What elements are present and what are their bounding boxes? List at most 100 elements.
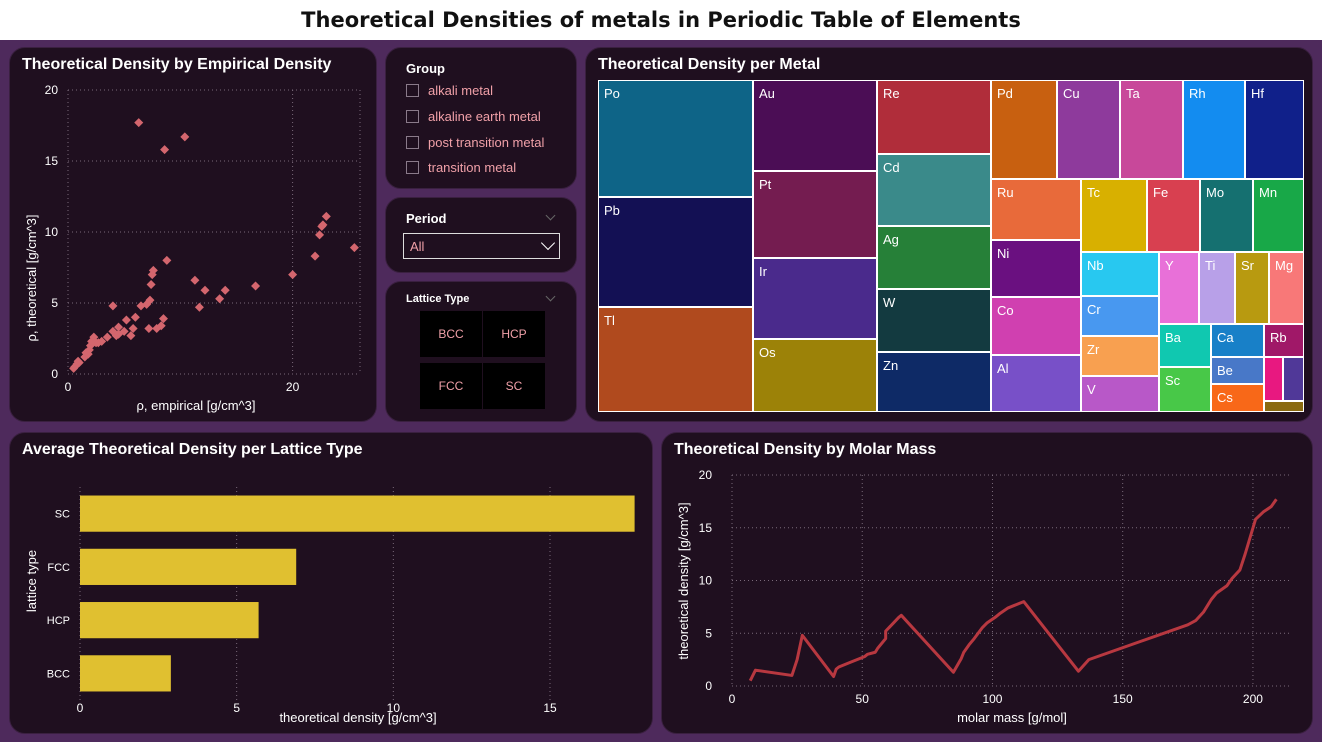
checkbox[interactable] [406, 136, 419, 149]
group-option-post-transition-metal[interactable]: post transition metal [406, 135, 544, 150]
treemap-cell-ca[interactable]: Ca [1211, 324, 1264, 357]
x-tick-label: 0 [77, 701, 84, 715]
treemap-cell-pt[interactable]: Pt [753, 171, 877, 258]
treemap-cell-mg[interactable]: Mg [1269, 252, 1304, 324]
treemap-cell[interactable] [1283, 357, 1304, 401]
group-option-alkali-metal[interactable]: alkali metal [406, 83, 493, 98]
treemap-cell-ru[interactable]: Ru [991, 179, 1081, 240]
scatter-plot[interactable]: ρ, theoretical [g/cm^3] ρ, empirical [g/… [10, 48, 377, 422]
lattice-tile-sc[interactable]: SC [483, 363, 545, 409]
group-slicer: Group alkali metal alkaline earth metal … [385, 47, 577, 189]
treemap-cell-cd[interactable]: Cd [877, 154, 991, 226]
treemap-cell-cr[interactable]: Cr [1081, 296, 1159, 336]
treemap-cell-cu[interactable]: Cu [1057, 80, 1120, 179]
y-tick-label: 10 [699, 574, 713, 588]
period-slicer-title: Period [406, 211, 447, 226]
lattice-tile-hcp[interactable]: HCP [483, 311, 545, 357]
scatter-point [114, 322, 124, 332]
line-chart[interactable]: theoretical density [g/cm^3] molar mass … [662, 433, 1313, 734]
y-tick-label: 5 [705, 626, 712, 640]
x-tick-label: 15 [543, 701, 557, 715]
treemap-cell-tc[interactable]: Tc [1081, 179, 1147, 252]
scatter-point [321, 211, 331, 221]
treemap-cell-nb[interactable]: Nb [1081, 252, 1159, 296]
treemap-cell-rh[interactable]: Rh [1183, 80, 1245, 179]
treemap-cell-al[interactable]: Al [991, 355, 1081, 412]
bar-panel: Average Theoretical Density per Lattice … [9, 432, 653, 734]
scatter-point [102, 332, 112, 342]
checkbox[interactable] [406, 161, 419, 174]
treemap-cell-mo[interactable]: Mo [1200, 179, 1253, 252]
scatter-point [145, 295, 155, 305]
scatter-point [310, 251, 320, 261]
treemap-cell-cs[interactable]: Cs [1211, 384, 1264, 412]
treemap-cell-au[interactable]: Au [753, 80, 877, 171]
bar-title: Average Theoretical Density per Lattice … [22, 441, 363, 458]
treemap-cell-pd[interactable]: Pd [991, 80, 1057, 179]
treemap-cell-os[interactable]: Os [753, 339, 877, 412]
bar-bcc [80, 655, 171, 692]
scatter-point [220, 285, 230, 295]
bar-chart[interactable]: lattice type theoretical density [g/cm^3… [10, 433, 653, 734]
treemap-cell-ti[interactable]: Ti [1199, 252, 1235, 324]
treemap-cell-zn[interactable]: Zn [877, 352, 991, 412]
lattice-type-slicer: Lattice Type BCC HCP FCC SC [385, 281, 577, 422]
treemap-cell[interactable] [1264, 357, 1283, 401]
x-tick-label: 50 [856, 692, 870, 706]
period-dropdown[interactable]: All [403, 233, 560, 259]
x-tick-label: 5 [233, 701, 240, 715]
scatter-point [148, 265, 158, 275]
checkbox[interactable] [406, 110, 419, 123]
scatter-point [251, 281, 261, 291]
y-tick-label: 5 [51, 296, 58, 310]
scatter-point [160, 145, 170, 155]
chevron-down-icon [540, 235, 556, 251]
treemap-cell-zr[interactable]: Zr [1081, 336, 1159, 376]
treemap-cell-fe[interactable]: Fe [1147, 179, 1200, 252]
lattice-tile-bcc[interactable]: BCC [420, 311, 482, 357]
x-tick-label: 150 [1113, 692, 1133, 706]
treemap-cell-y[interactable]: Y [1159, 252, 1199, 324]
treemap-cell-re[interactable]: Re [877, 80, 991, 154]
treemap-cell-ta[interactable]: Ta [1120, 80, 1183, 179]
checkbox[interactable] [406, 84, 419, 97]
treemap-cell[interactable] [1264, 401, 1304, 412]
period-slicer: Period All [385, 197, 577, 273]
group-slicer-title: Group [406, 61, 445, 76]
treemap-cell-po[interactable]: Po [598, 80, 753, 197]
group-option-alkaline-earth-metal[interactable]: alkaline earth metal [406, 109, 541, 124]
treemap-cell-rb[interactable]: Rb [1264, 324, 1304, 357]
scatter-point [156, 321, 166, 331]
scatter-point [144, 324, 154, 334]
treemap-cell-ba[interactable]: Ba [1159, 324, 1211, 367]
chevron-down-icon[interactable] [545, 291, 556, 302]
treemap: Po Pb Tl Au Pt Ir Os Re Cd Ag W Zn Pd Cu Ta Rh Hf Ru Tc Fe M… [586, 48, 1312, 421]
treemap-cell-be[interactable]: Be [1211, 357, 1264, 384]
scatter-panel: Theoretical Density by Empirical Density… [9, 47, 377, 422]
treemap-cell-pb[interactable]: Pb [598, 197, 753, 307]
treemap-cell-ni[interactable]: Ni [991, 240, 1081, 297]
scatter-point [318, 220, 328, 230]
y-tick-label: 10 [45, 225, 59, 239]
scatter-point [349, 243, 359, 253]
x-tick-label: 10 [387, 701, 401, 715]
treemap-cell-ag[interactable]: Ag [877, 226, 991, 289]
treemap-cell-sr[interactable]: Sr [1235, 252, 1269, 324]
treemap-cell-sc[interactable]: Sc [1159, 367, 1211, 412]
lattice-tile-fcc[interactable]: FCC [420, 363, 482, 409]
treemap-cell-hf[interactable]: Hf [1245, 80, 1304, 179]
y-tick-label: 20 [45, 83, 59, 97]
treemap-cell-ir[interactable]: Ir [753, 258, 877, 339]
scatter-xlabel: ρ, empirical [g/cm^3] [137, 398, 256, 413]
group-option-transition-metal[interactable]: transition metal [406, 160, 516, 175]
treemap-cell-v[interactable]: V [1081, 376, 1159, 412]
treemap-cell-co[interactable]: Co [991, 297, 1081, 355]
category-label: SC [55, 509, 70, 521]
scatter-point [134, 118, 144, 128]
chevron-down-icon[interactable] [545, 210, 556, 221]
treemap-cell-mn[interactable]: Mn [1253, 179, 1304, 252]
scatter-title: Theoretical Density by Empirical Density [22, 56, 332, 73]
treemap-cell-w[interactable]: W [877, 289, 991, 352]
bar-xlabel: theoretical density [g/cm^3] [279, 710, 436, 725]
treemap-cell-tl[interactable]: Tl [598, 307, 753, 412]
